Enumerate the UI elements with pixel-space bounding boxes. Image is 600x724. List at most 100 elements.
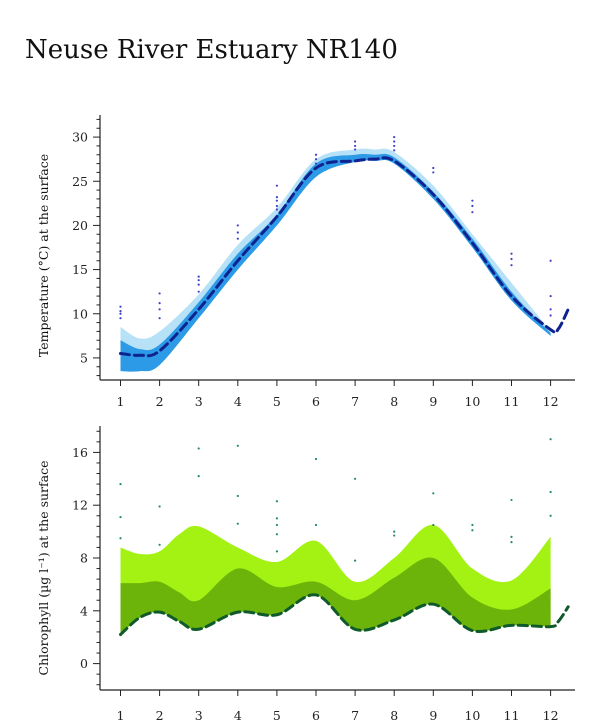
data-point [275,208,278,211]
y-tick-label: 12 [72,498,88,513]
x-tick-label: 5 [273,708,281,723]
x-tick-label: 8 [390,394,398,409]
data-point [510,498,513,502]
data-point [236,237,239,240]
y-tick-label: 30 [72,130,88,145]
data-point [314,523,318,527]
data-point [432,166,435,170]
data-point [549,514,552,517]
x-tick-label: 10 [464,394,480,409]
x-tick-label: 9 [429,708,437,723]
data-point [314,162,318,165]
median-line [119,156,570,358]
data-point [158,302,161,305]
x-tick-label: 6 [312,394,320,409]
data-point [354,140,357,143]
page-title: Neuse River Estuary NR140 [25,35,398,65]
data-point [549,438,552,441]
data-point [549,308,552,311]
y-tick-label: 4 [80,603,88,618]
data-point [393,135,396,139]
data-point [471,529,474,532]
data-point [510,257,513,261]
data-point [275,204,278,208]
data-point [275,550,278,553]
data-point [510,541,513,544]
y-tick-label: 15 [72,262,88,277]
data-point [314,457,318,461]
data-point [197,279,200,282]
data-point [197,290,200,293]
data-point [354,559,357,562]
data-point [236,444,239,447]
y-tick-label: 16 [72,445,88,460]
data-point [432,171,435,174]
data-point [197,275,200,278]
x-tick-label: 2 [156,708,164,723]
x-tick-label: 3 [195,708,203,723]
data-point [354,477,357,480]
data-point [393,149,396,152]
data-point [510,535,513,538]
data-point [471,523,474,527]
x-tick-label: 7 [351,394,359,409]
y-tick-label: 5 [80,350,88,365]
data-point [119,317,122,320]
data-point [275,184,278,187]
data-point [158,317,161,320]
data-point [432,492,435,495]
data-point [197,475,200,478]
data-point [549,294,552,298]
data-point [314,158,318,161]
y-axis-title: Chlorophyll (µg l⁻¹) at the surface [36,461,51,676]
x-tick-label: 1 [117,708,125,723]
data-point [471,204,474,208]
data-point [236,224,239,227]
x-tick-label: 11 [504,394,520,409]
data-point [158,505,161,508]
data-point [275,196,278,199]
x-tick-label: 4 [234,708,242,723]
data-point [393,530,396,533]
data-point [471,211,474,214]
data-point [119,310,122,313]
data-point [158,308,161,311]
x-tick-label: 1 [117,394,125,409]
data-point [275,517,278,520]
data-point [549,490,552,494]
y-tick-label: 0 [80,656,88,671]
x-tick-label: 5 [273,394,281,409]
data-point [275,500,278,503]
data-point [236,494,239,498]
x-tick-label: 7 [351,708,359,723]
data-point [393,144,396,148]
data-point [158,292,161,295]
data-point [275,199,278,202]
data-point [119,482,122,486]
data-point [275,523,278,527]
median-line [119,593,570,637]
y-tick-label: 8 [80,551,88,566]
data-point [549,314,552,317]
y-axis-title: Temperature (°C) at the surface [36,154,51,357]
data-point [119,537,122,540]
x-tick-label: 10 [464,708,480,723]
x-tick-label: 12 [543,394,559,409]
data-point [471,199,474,202]
data-point [236,522,239,525]
data-point [354,148,357,151]
band-inner [120,557,551,635]
data-point [393,140,396,143]
data-point [119,515,122,519]
data-point [314,153,318,156]
data-point [432,523,435,527]
data-point [510,252,513,255]
data-point [275,533,278,536]
x-tick-label: 12 [543,708,559,723]
data-point [158,543,161,546]
data-point [197,283,200,286]
x-tick-label: 9 [429,394,437,409]
